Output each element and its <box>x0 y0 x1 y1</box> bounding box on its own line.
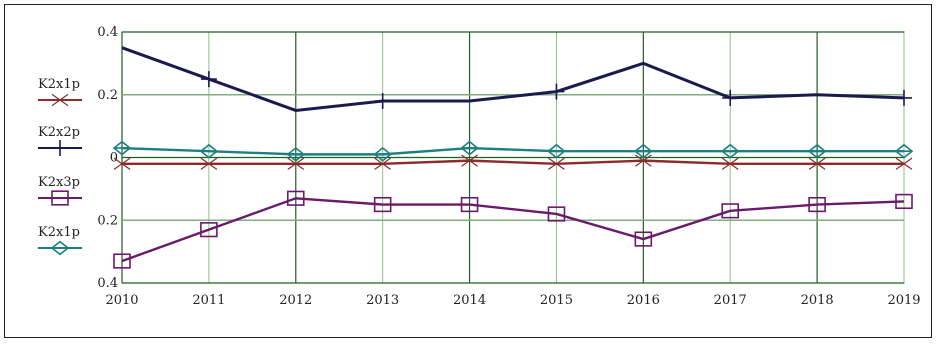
data-point-plus-icon <box>374 93 391 110</box>
x-tick-label: 2012 <box>279 293 312 308</box>
x-tick-label: 2018 <box>801 293 834 308</box>
legend-label: K2x2p <box>38 125 80 140</box>
data-point-square-icon <box>286 190 305 206</box>
data-point-square-icon <box>460 196 479 213</box>
series-line <box>121 146 904 156</box>
x-tick-label: 2013 <box>366 293 399 308</box>
series-k2x3p <box>113 190 913 269</box>
data-point-diamond-icon <box>720 143 740 159</box>
data-point-x-icon <box>721 157 739 170</box>
data-point-square-icon <box>547 206 566 222</box>
data-point-x-icon <box>548 157 565 170</box>
data-point-x-icon <box>200 157 218 170</box>
x-tick-label: 2016 <box>627 293 660 308</box>
data-point-diamond-icon <box>894 143 914 159</box>
data-point-diamond-icon <box>807 143 827 159</box>
y-tick-label: 0.2 <box>97 88 118 103</box>
y-tick-label: 0.4 <box>97 276 118 291</box>
data-point-diamond-icon <box>286 146 306 162</box>
data-point-diamond-icon <box>112 140 132 156</box>
series-line <box>121 197 905 263</box>
series-k2x1p <box>113 154 913 170</box>
data-point-square-icon <box>113 253 131 269</box>
data-point-diamond-icon <box>634 143 653 159</box>
data-point-x-icon <box>808 157 826 170</box>
data-point-plus-icon <box>896 89 912 106</box>
x-tick-label: 2019 <box>887 293 920 308</box>
x-tick-label: 2017 <box>714 293 747 308</box>
y-tick-label: 0.2 <box>97 213 118 228</box>
series-layer <box>112 46 914 269</box>
data-point-square-icon <box>634 231 653 247</box>
legend-plus-icon <box>52 140 68 156</box>
data-point-diamond-icon <box>547 143 566 159</box>
data-point-x-icon <box>287 157 305 170</box>
y-tick-label: 0 <box>110 151 118 166</box>
grid <box>121 31 905 284</box>
data-point-square-icon <box>895 193 913 210</box>
legend-x-icon <box>51 93 69 107</box>
data-point-x-icon <box>461 154 478 167</box>
legend: K2x1p K2x2p K2x3p K2x1p <box>38 77 82 256</box>
data-point-plus-icon <box>200 71 217 88</box>
legend-label: K2x1p <box>38 225 80 240</box>
data-point-diamond-icon <box>199 143 219 159</box>
data-point-x-icon <box>113 157 131 170</box>
legend-square-icon <box>51 190 69 206</box>
series-line <box>121 46 905 112</box>
y-axis-ticks: 0.4 0.2 0 0.2 0.4 <box>97 25 118 291</box>
data-point-plus-icon <box>722 89 739 106</box>
data-point-square-icon <box>373 196 392 213</box>
data-point-square-icon <box>200 222 218 238</box>
data-point-x-icon <box>895 157 913 170</box>
legend-label: K2x3p <box>38 175 80 190</box>
data-point-plus-icon <box>548 83 565 100</box>
x-tick-label: 2015 <box>540 293 573 308</box>
legend-label: K2x1p <box>38 77 80 92</box>
legend-diamond-icon <box>50 240 70 256</box>
series-line <box>122 159 904 165</box>
x-tick-label: 2010 <box>105 293 138 308</box>
data-point-square-icon <box>721 203 740 219</box>
data-point-diamond-icon <box>460 140 479 156</box>
x-axis-ticks: 2010 2011 2012 2013 2014 2015 2016 2017 2018 2019 <box>105 293 920 308</box>
data-point-square-icon <box>808 196 826 213</box>
y-tick-label: 0.4 <box>97 25 118 40</box>
data-point-x-icon <box>374 157 392 170</box>
series-k2x1p <box>112 140 914 162</box>
data-point-diamond-icon <box>373 146 392 162</box>
series-k2x2p <box>121 46 912 112</box>
x-tick-label: 2014 <box>453 293 486 308</box>
data-point-x-icon <box>634 154 652 167</box>
x-tick-label: 2011 <box>192 293 225 308</box>
